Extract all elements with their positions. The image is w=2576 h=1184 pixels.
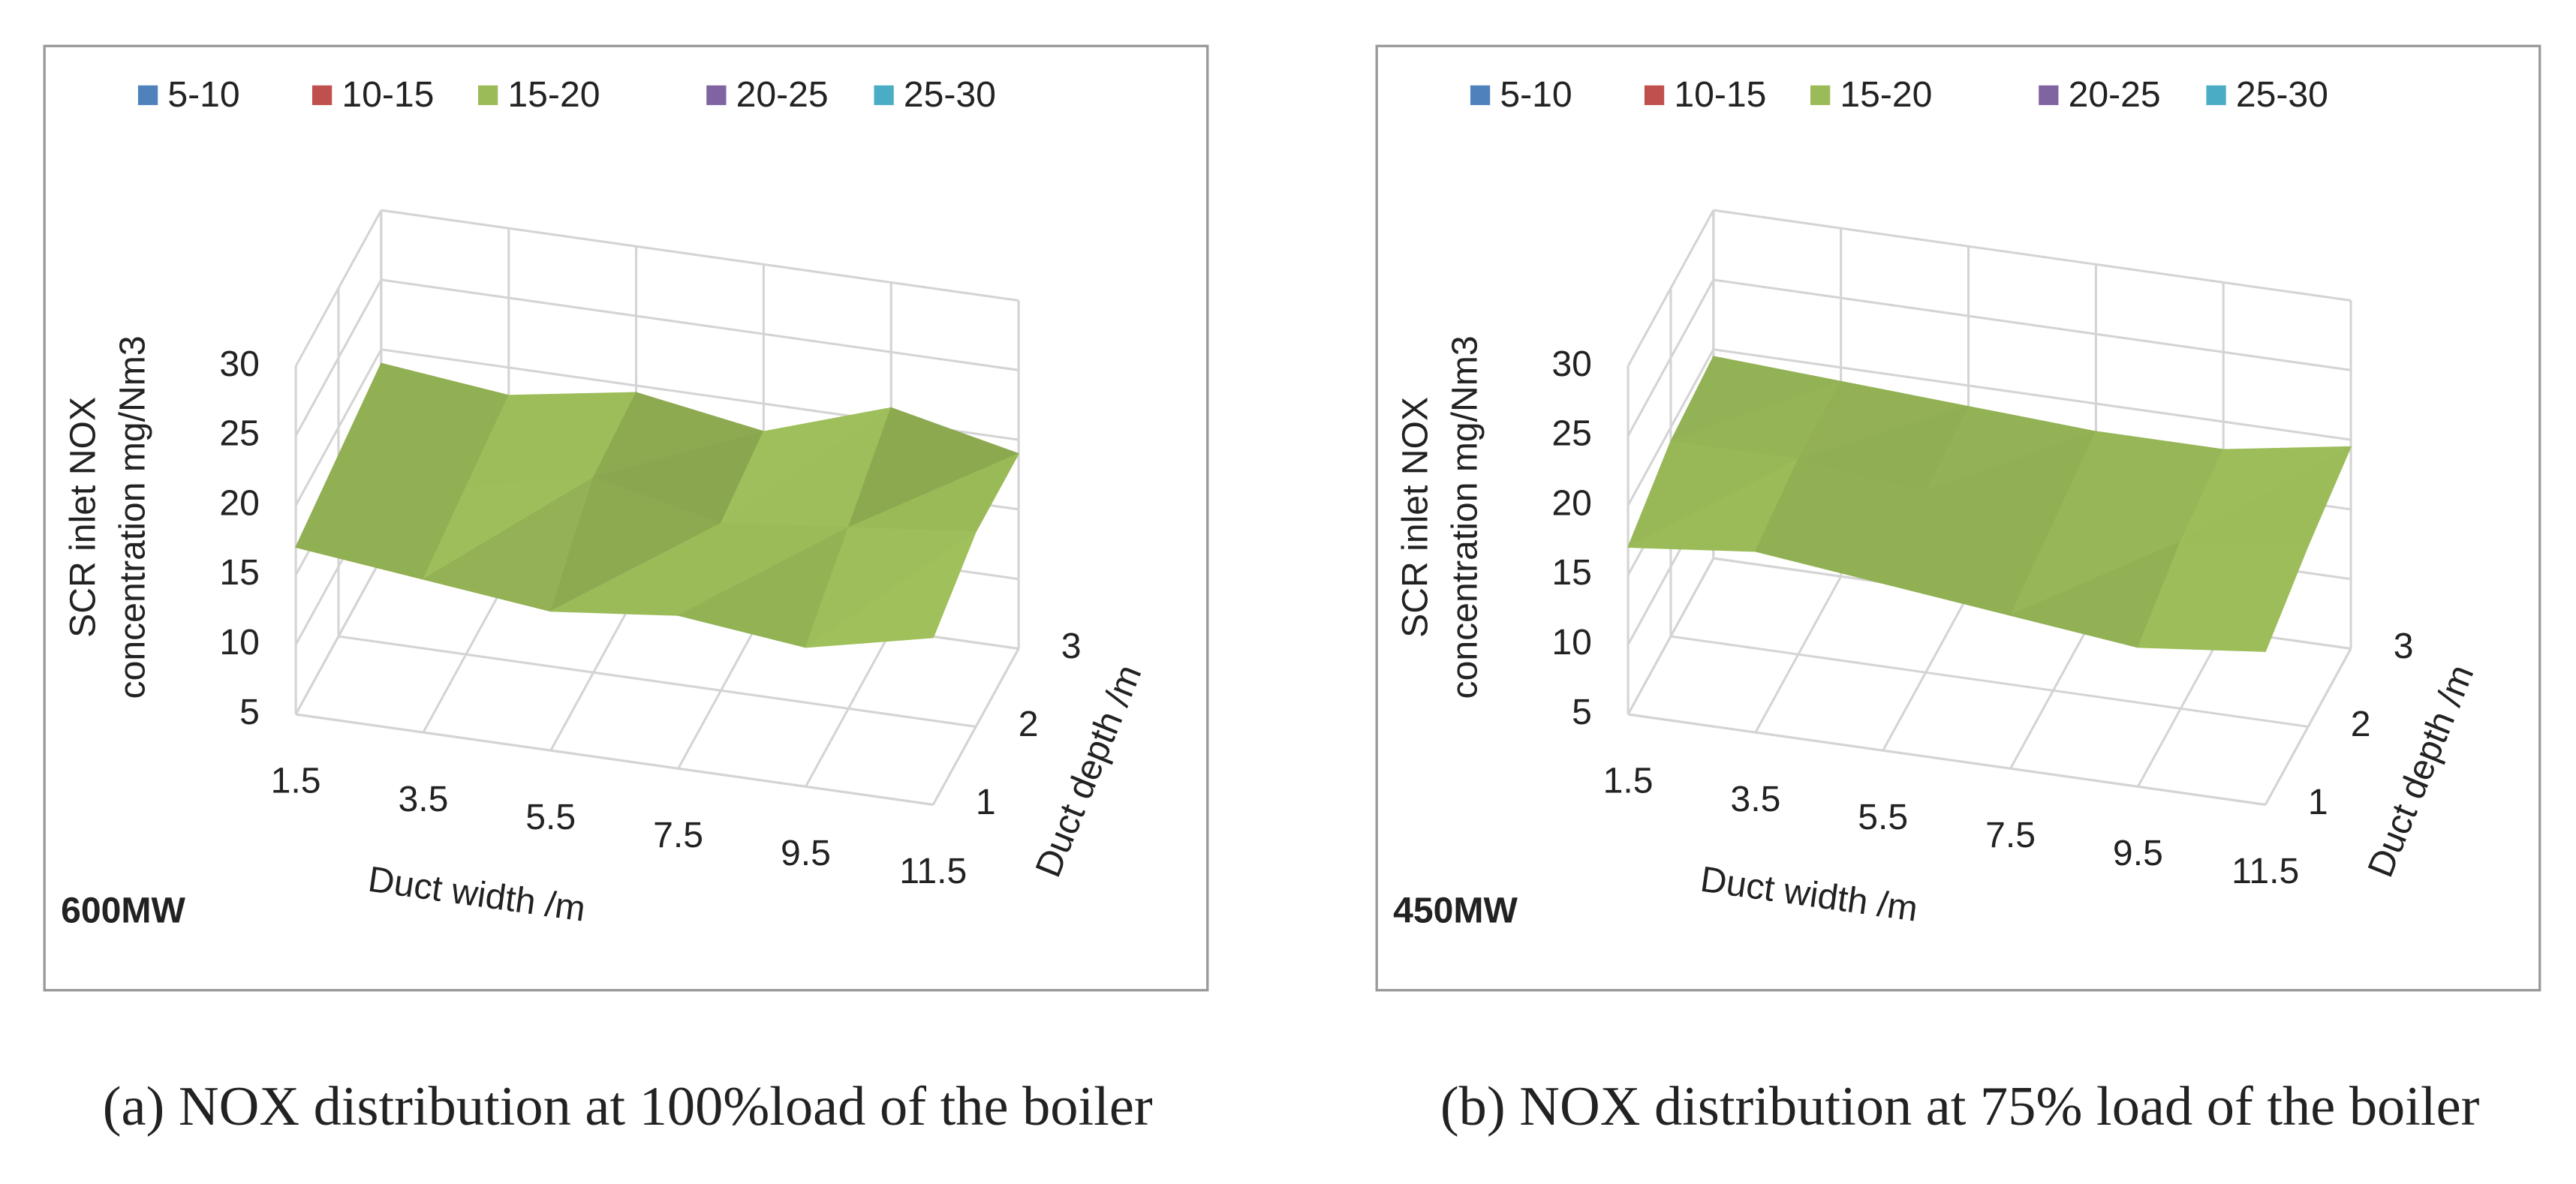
surface-facet bbox=[2137, 545, 2309, 652]
grid-line bbox=[1713, 278, 2352, 371]
y-tick-label: 3 bbox=[1061, 626, 1082, 666]
annotation: 600MW bbox=[61, 891, 185, 931]
z-tick-label: 20 bbox=[219, 482, 260, 523]
legend-label: 20-25 bbox=[2069, 74, 2161, 115]
x-tick-label: 1.5 bbox=[1603, 761, 1654, 801]
legend-swatch bbox=[874, 85, 894, 106]
x-tick-label: 11.5 bbox=[2231, 851, 2299, 891]
z-axis-label: SCR inlet NOX bbox=[63, 397, 104, 638]
z-tick-label: 25 bbox=[1551, 413, 1592, 454]
z-tick-label: 5 bbox=[239, 692, 260, 732]
grid-line bbox=[381, 278, 1019, 371]
z-axis-label: SCR inlet NOX bbox=[1395, 397, 1436, 638]
grid-line bbox=[381, 209, 1019, 302]
z-tick-label: 10 bbox=[219, 622, 260, 663]
z-tick-label: 10 bbox=[1551, 622, 1592, 663]
x-tick-label: 9.5 bbox=[781, 833, 831, 873]
x-tick-label: 3.5 bbox=[398, 779, 448, 819]
legend-label: 5-10 bbox=[1500, 74, 1572, 115]
x-tick-label: 3.5 bbox=[1730, 779, 1780, 819]
x-tick-label: 9.5 bbox=[2113, 833, 2163, 873]
surface-facet bbox=[805, 530, 977, 648]
z-tick-label: 25 bbox=[219, 413, 260, 454]
z-tick-label: 5 bbox=[1572, 692, 1592, 732]
legend-label: 25-30 bbox=[2236, 74, 2328, 115]
z-axis-label: concentration mg/Nm3 bbox=[112, 335, 152, 699]
y-tick-label: 3 bbox=[2394, 626, 2414, 666]
z-tick-label: 20 bbox=[1551, 482, 1592, 523]
annotation: 450MW bbox=[1393, 891, 1518, 931]
legend-label: 10-15 bbox=[1674, 74, 1766, 115]
legend-label: 25-30 bbox=[904, 74, 996, 115]
caption: (b) NOX distribution at 75% load of the … bbox=[1440, 1076, 2480, 1137]
caption: (a) NOX distribution at 100%load of the … bbox=[103, 1076, 1153, 1137]
x-tick-label: 7.5 bbox=[653, 815, 703, 855]
x-tick-label: 1.5 bbox=[271, 761, 321, 801]
grid-line bbox=[1670, 635, 2309, 728]
z-axis-label: concentration mg/Nm3 bbox=[1444, 335, 1485, 699]
legend-label: 5-10 bbox=[167, 74, 239, 115]
legend-swatch bbox=[2206, 85, 2226, 106]
legend-swatch bbox=[1644, 85, 1665, 106]
y-tick-label: 1 bbox=[2308, 782, 2328, 822]
legend-swatch bbox=[478, 85, 498, 106]
y-tick-label: 2 bbox=[2351, 704, 2371, 744]
z-tick-label: 15 bbox=[1551, 552, 1592, 593]
z-tick-label: 15 bbox=[219, 552, 260, 593]
legend-swatch bbox=[1470, 85, 1491, 106]
legend-swatch bbox=[1810, 85, 1831, 106]
grid-line bbox=[1713, 209, 2352, 302]
x-tick-label: 5.5 bbox=[525, 797, 576, 837]
grid-line bbox=[295, 713, 934, 806]
grid-line bbox=[1627, 713, 2266, 806]
legend-label: 15-20 bbox=[1840, 74, 1932, 115]
grid-line bbox=[338, 635, 977, 728]
legend-swatch bbox=[706, 85, 727, 106]
grid-line bbox=[1713, 348, 2352, 441]
legend-swatch bbox=[311, 85, 333, 106]
legend-swatch bbox=[137, 85, 158, 106]
legend-label: 10-15 bbox=[342, 74, 434, 115]
x-tick-label: 11.5 bbox=[899, 851, 967, 891]
x-tick-label: 7.5 bbox=[1985, 815, 2036, 855]
legend-label: 15-20 bbox=[507, 74, 600, 115]
z-tick-label: 30 bbox=[1551, 344, 1592, 384]
legend-label: 20-25 bbox=[736, 74, 829, 115]
z-tick-label: 30 bbox=[219, 344, 260, 384]
y-tick-label: 1 bbox=[976, 782, 996, 822]
x-tick-label: 5.5 bbox=[1858, 797, 1908, 837]
y-tick-label: 2 bbox=[1019, 704, 1039, 744]
legend-swatch bbox=[2039, 85, 2059, 106]
